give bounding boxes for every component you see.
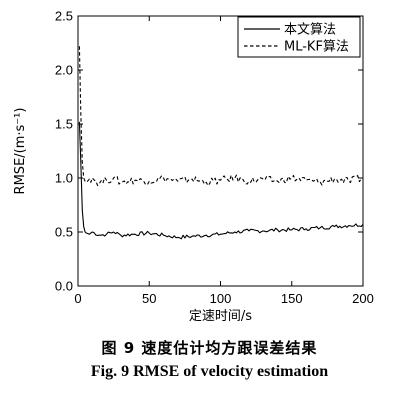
rmse-line-chart: 0 50 100 150 200 0.0 0.5 1.0 1.5 2.0 2.5 本文算法 ML-KF… — [13, 9, 374, 325]
series-line-1 — [78, 121, 364, 240]
y-tick-label: 0.5 — [55, 225, 73, 240]
y-tick-label: 1.0 — [55, 171, 73, 186]
x-tick-label: 0 — [74, 291, 81, 306]
legend-label: 本文算法 — [284, 23, 336, 38]
tick-marks — [77, 15, 364, 287]
tick-labels: 0 50 100 150 200 0.0 0.5 1.0 1.5 2.0 2.5 — [55, 9, 374, 307]
x-axis-title: 定速时间/s — [189, 309, 252, 324]
legend: 本文算法 ML-KF算法 — [237, 16, 361, 58]
x-tick-label: 50 — [142, 291, 156, 306]
figure-caption-english: Fig. 9 RMSE of velocity estimation — [90, 363, 329, 380]
y-tick-label: 0.0 — [55, 279, 73, 294]
figure-caption-chinese: 图 9 速度估计均方跟误差结果 — [101, 339, 318, 357]
series-lines — [78, 46, 364, 240]
y-axis-title: RMSE/(m·s⁻¹) — [13, 108, 28, 195]
y-tick-label: 1.5 — [55, 117, 73, 132]
x-tick-label: 150 — [281, 291, 303, 306]
legend-box — [237, 16, 361, 58]
x-tick-label: 100 — [210, 291, 232, 306]
series-line-2 — [78, 46, 364, 187]
axis-titles: 定速时间/s RMSE/(m·s⁻¹) — [13, 108, 252, 324]
legend-label: ML-KF算法 — [284, 40, 349, 55]
y-tick-label: 2.5 — [55, 9, 73, 24]
y-tick-label: 2.0 — [55, 63, 73, 78]
x-tick-label: 200 — [352, 291, 374, 306]
